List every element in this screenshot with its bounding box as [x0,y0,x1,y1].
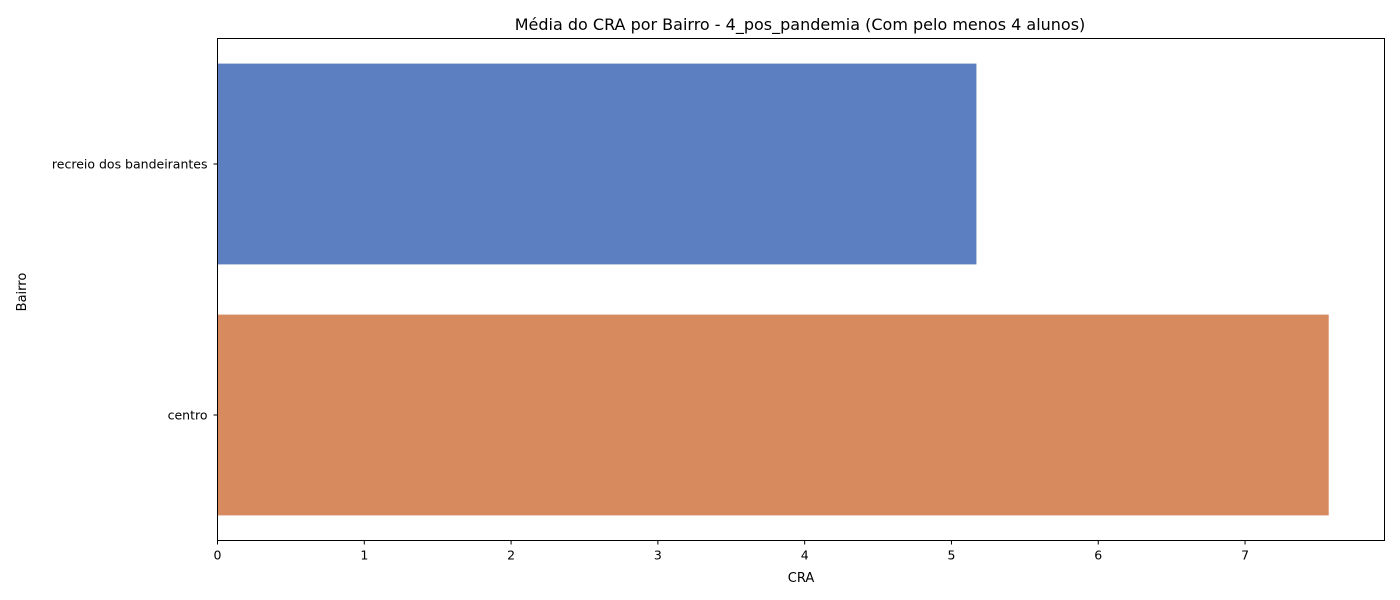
chart-title: Média do CRA por Bairro - 4_pos_pandemia… [515,15,1086,35]
x-tick-label: 3 [654,548,662,563]
y-tick-label: centro [168,408,208,423]
x-tick-label: 6 [1094,548,1102,563]
x-tick-label: 2 [507,548,515,563]
y-axis-label: Bairro [15,273,30,312]
x-tick-label: 5 [947,548,955,563]
x-axis-label: CRA [788,571,815,586]
x-tick-label: 0 [214,548,222,563]
plot-area-frame [217,38,1385,541]
y-axis-ticks: recreio dos bandeirantes centro [52,157,218,423]
x-tick-label: 7 [1241,548,1249,563]
x-tick-label: 4 [801,548,809,563]
y-tick-label: recreio dos bandeirantes [52,157,208,172]
bar-centro [217,314,1329,516]
x-axis-ticks: 0 1 2 3 4 5 6 7 [214,540,1249,563]
bars-layer [217,63,1329,516]
bar-recreio-dos-bandeirantes [217,63,977,265]
x-tick-label: 1 [360,548,368,563]
